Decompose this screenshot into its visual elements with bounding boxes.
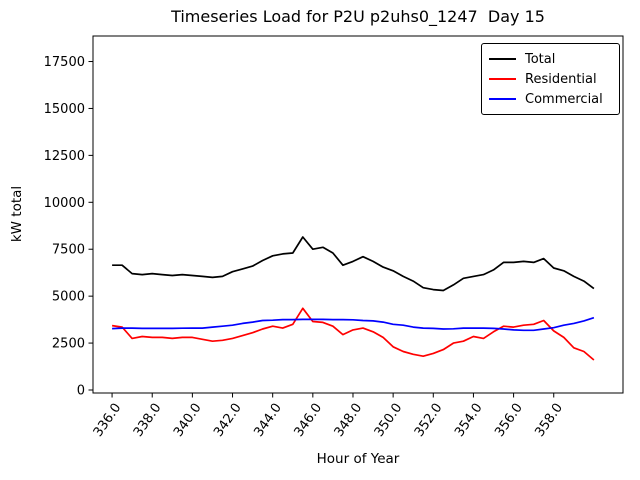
- x-tick-label: 356.0: [492, 401, 526, 440]
- y-tick-label: 15000: [44, 102, 85, 117]
- x-tick-label: 340.0: [171, 401, 205, 440]
- x-tick-label: 358.0: [532, 401, 566, 440]
- y-tick-label: 17500: [44, 55, 85, 70]
- x-tick-label: 354.0: [452, 401, 486, 440]
- y-tick-label: 0: [77, 383, 85, 398]
- series-line-residential: [111, 307, 595, 361]
- x-tick-label: 342.0: [211, 401, 245, 440]
- x-tick-label: 352.0: [412, 401, 446, 440]
- legend-label-commercial: Commercial: [525, 91, 603, 107]
- y-tick-label: 7500: [52, 243, 85, 258]
- series-line-commercial: [112, 316, 595, 332]
- legend-label-total: Total: [525, 51, 556, 67]
- x-axis-label: Hour of Year: [316, 451, 400, 467]
- x-tick-label: 348.0: [332, 401, 366, 440]
- chart-title: Timeseries Load for P2U p2uhs0_1247 Day …: [171, 7, 545, 26]
- y-tick-label: 10000: [44, 196, 85, 211]
- x-tick-label: 338.0: [131, 401, 165, 440]
- legend: Total Residential Commercial: [481, 43, 620, 115]
- axes-frame: [92, 35, 624, 394]
- legend-item-total: Total: [489, 49, 612, 69]
- y-tick-label: 12500: [44, 149, 85, 164]
- series-line-total: [112, 236, 595, 292]
- legend-line-residential-icon: [489, 78, 516, 80]
- y-tick-label: 2500: [52, 337, 85, 352]
- x-tick-label: 336.0: [91, 401, 125, 440]
- y-axis-label: kW total: [9, 185, 25, 243]
- x-tick-label: 346.0: [291, 401, 325, 440]
- y-axis-ticks: 0 2500 5000 7500 10000 12500 15000 17500: [44, 55, 93, 398]
- legend-label-residential: Residential: [525, 71, 597, 87]
- y-tick-label: 5000: [52, 290, 85, 305]
- legend-item-residential: Residential: [489, 69, 612, 89]
- x-tick-label: 350.0: [372, 401, 406, 440]
- legend-line-commercial-icon: [489, 98, 516, 100]
- legend-item-commercial: Commercial: [489, 89, 612, 109]
- legend-line-total-icon: [489, 58, 516, 60]
- x-axis-ticks: 336.0 338.0 340.0 342.0 344.0 346.0 348.0 350.0…: [91, 393, 566, 440]
- x-tick-label: 344.0: [251, 401, 285, 440]
